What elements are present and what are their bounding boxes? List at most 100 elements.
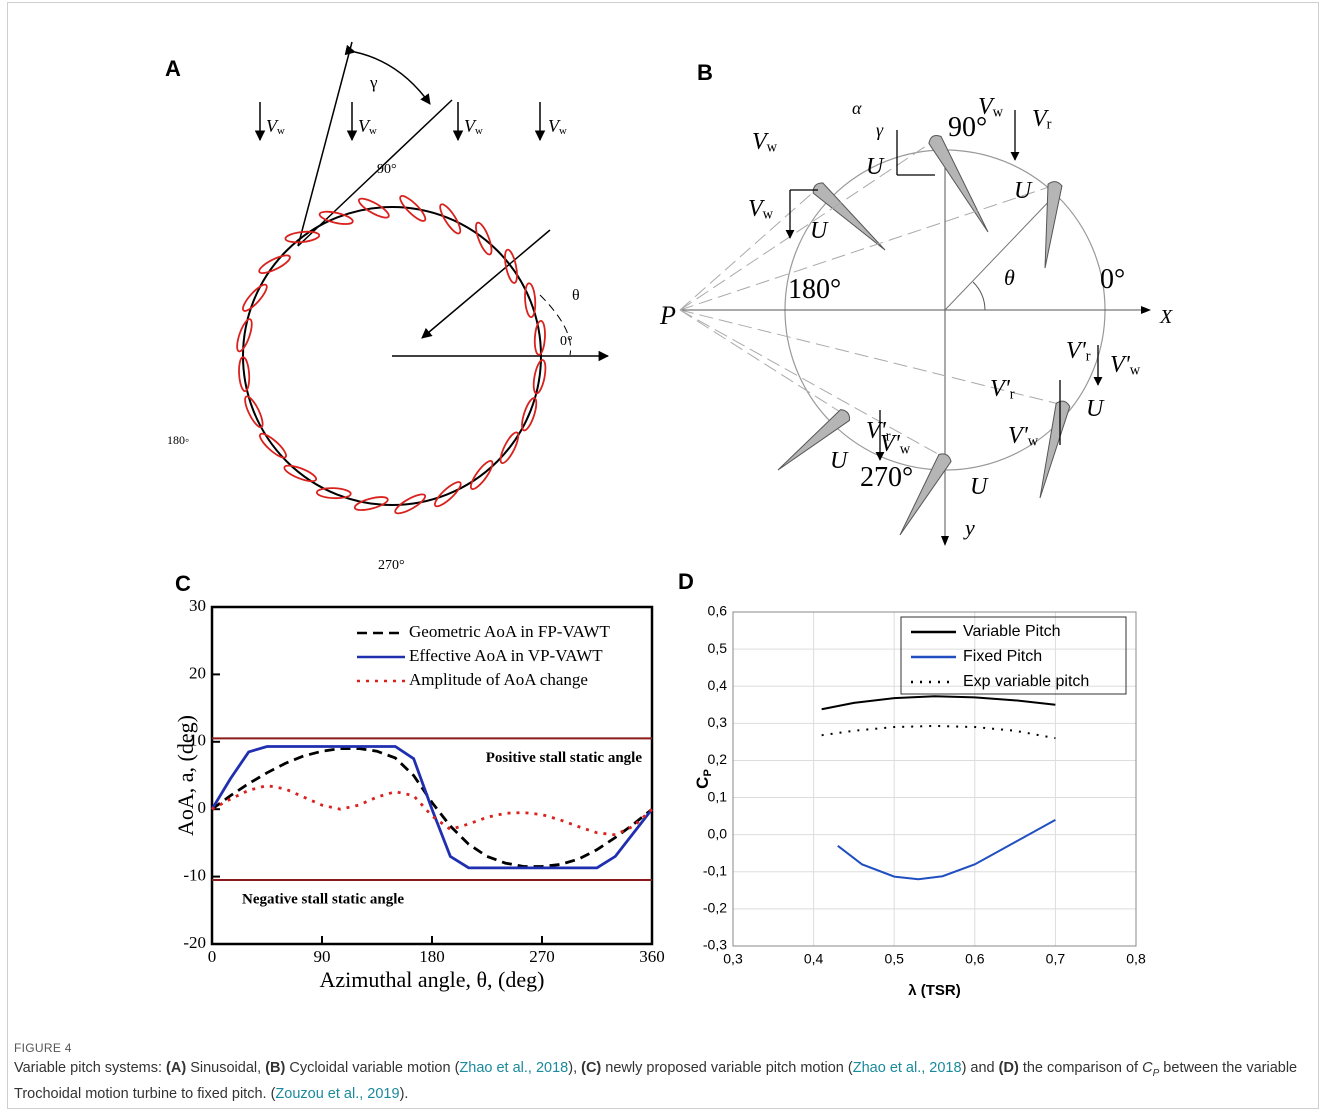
airfoil: [399, 195, 427, 222]
caption-text: Cycloidal variable motion (: [285, 1060, 460, 1076]
theta-arc: [539, 294, 572, 356]
y-tick-label: -0,1: [703, 862, 727, 878]
x-tick-label: 0,7: [1046, 951, 1066, 967]
line: [297, 41, 353, 247]
label-text: X: [1159, 306, 1173, 328]
label-subscript: w: [369, 125, 377, 137]
dashed-ray: [679, 309, 1064, 406]
figure-frame: [7, 2, 1319, 1109]
x-tick-label: 0,3: [723, 951, 743, 967]
label-subscript: w: [559, 125, 567, 137]
label-text: U: [830, 448, 849, 474]
caption-text: Sinusoidal,: [186, 1060, 266, 1076]
label-text: U: [970, 474, 989, 500]
airfoil: [521, 397, 538, 432]
label-subscript: w: [475, 125, 483, 137]
y-label-subscript: P: [702, 769, 714, 776]
y-label-symbol: C: [693, 777, 712, 789]
label-text: y: [963, 515, 975, 540]
x-tick-label: 270: [529, 947, 555, 966]
y-tick-label: -0,3: [703, 937, 727, 953]
label-text: V': [1066, 338, 1087, 364]
airfoil: [504, 248, 518, 284]
y-tick-label: 0,4: [708, 677, 728, 693]
label-text: γ: [876, 120, 884, 140]
airfoil: [259, 432, 287, 459]
y-tick-label: 0,1: [708, 788, 728, 804]
label: θ: [572, 287, 580, 304]
label: Vw: [752, 129, 778, 156]
y-axis-label: AoA, a, (deg): [173, 715, 198, 836]
label: Vw: [548, 116, 567, 137]
gamma-arc: [344, 44, 431, 105]
airfoil: [928, 134, 989, 233]
x-tick-label: 0,4: [804, 951, 824, 967]
legend-label: Geometric AoA in FP-VAWT: [409, 622, 611, 641]
caption-bold: (A): [166, 1060, 187, 1076]
y-tick-label: 0,2: [708, 751, 728, 767]
label-text: γ: [369, 73, 378, 92]
series-line: [211, 784, 653, 837]
label-subscript: r: [1010, 387, 1015, 403]
citation-link[interactable]: Zhao et al., 2018: [852, 1060, 962, 1076]
citation-link[interactable]: Zouzou et al., 2019: [275, 1085, 400, 1102]
panel-label: B: [697, 60, 713, 85]
airfoil: [394, 493, 427, 515]
airfoil: [353, 496, 389, 511]
legend-label: Exp variable pitch: [963, 673, 1089, 690]
airfoil: [524, 282, 537, 319]
citation-link[interactable]: Zhao et al., 2018: [459, 1060, 569, 1076]
airfoil: [777, 409, 851, 471]
label: X: [1159, 306, 1173, 328]
series-line: [211, 747, 653, 868]
y-tick-label: 0: [198, 798, 207, 817]
label-subscript: w: [1130, 363, 1141, 379]
label: 90°: [377, 162, 397, 177]
legend-label: Effective AoA in VP-VAWT: [409, 646, 603, 665]
label-text: U: [1014, 178, 1033, 204]
label-text: V: [464, 116, 477, 136]
legend-box: [900, 616, 1127, 695]
reference-label: Positive stall static angle: [486, 750, 643, 766]
label-text: θ: [1004, 265, 1015, 290]
x-tick-label: 360: [639, 947, 665, 966]
label-text: 270°: [378, 558, 405, 573]
label-text: V': [1110, 352, 1131, 378]
label: P: [659, 301, 676, 330]
airfoil: [244, 395, 264, 429]
label-text: U: [810, 218, 829, 244]
wind-arrows: [254, 102, 546, 142]
caption-text: Variable pitch systems:: [14, 1060, 167, 1076]
dashed-ray: [679, 309, 846, 416]
label-text: 270°: [860, 462, 913, 493]
label: γ: [876, 120, 884, 140]
airfoil: [1044, 181, 1063, 269]
y-tick-label: 0,6: [708, 603, 728, 619]
label: 270°: [378, 558, 405, 573]
caption-bold: (D): [998, 1060, 1019, 1076]
y-tick-label: 0,0: [708, 825, 728, 841]
airfoil: [532, 359, 547, 395]
label-text: α: [852, 98, 862, 118]
label-subscript: w: [767, 140, 778, 156]
label-subscript: r: [1086, 349, 1091, 365]
label: Vw: [358, 116, 377, 137]
label-text: V: [266, 116, 279, 136]
y-tick-label: -20: [183, 933, 206, 952]
label-text: V': [866, 418, 887, 444]
radius: [944, 194, 1056, 311]
label-text: V': [1008, 423, 1029, 449]
airfoil: [433, 481, 462, 508]
label: V'w: [1110, 352, 1141, 379]
y-tick-label: 0,5: [708, 640, 728, 656]
label: U: [866, 154, 885, 180]
label-subscript: w: [993, 105, 1004, 121]
airfoil: [284, 230, 321, 244]
caption-text: ).: [399, 1085, 409, 1102]
label: U: [970, 474, 989, 500]
label-text: V: [1032, 106, 1049, 132]
dashed-ray: [679, 187, 819, 311]
y-tick-label: 10: [189, 731, 206, 750]
label: U: [1086, 396, 1105, 422]
